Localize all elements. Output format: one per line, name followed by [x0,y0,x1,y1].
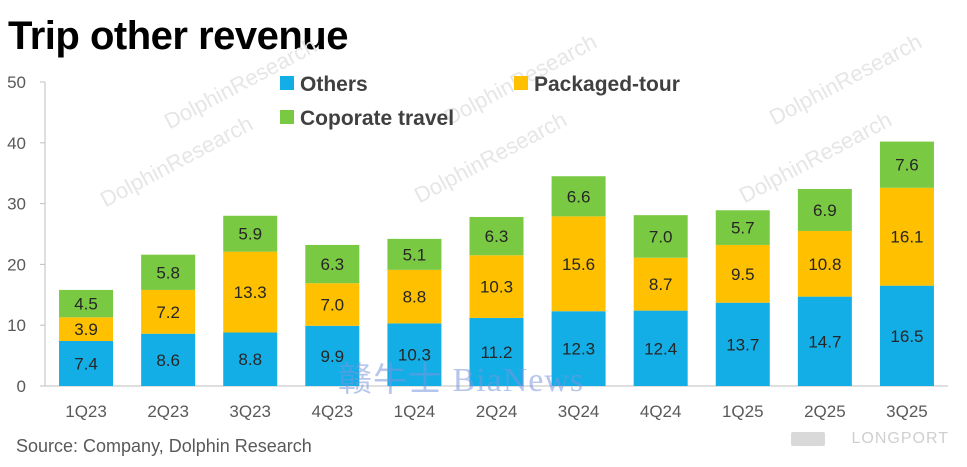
x-tick-label: 4Q23 [312,402,354,421]
data-label: 15.6 [562,255,595,274]
chart-title: Trip other revenue [8,14,348,58]
source-note: Source: Company, Dolphin Research [16,436,312,456]
bar-segment-packaged-tour [59,317,114,342]
legend-swatch [514,76,528,90]
legend-label: Packaged-tour [534,73,680,96]
data-label: 5.7 [731,219,755,238]
data-label: 8.6 [156,351,180,370]
data-label: 16.1 [890,228,923,247]
data-label: 8.8 [238,350,262,369]
bar-segment-others [797,296,852,386]
longport-logo-icon [791,432,825,446]
bar-segment-packaged-tour [633,257,688,311]
bar-segment-coporate-travel [387,238,442,270]
brand-watermark: LONGPORT [851,430,949,447]
bar-segment-others [715,302,770,386]
data-label: 8.8 [403,288,427,307]
data-label: 3.9 [74,320,98,339]
data-label: 13.3 [234,283,267,302]
x-tick-label: 2Q23 [147,402,189,421]
data-label: 4.5 [74,295,98,314]
x-tick-label: 1Q24 [394,402,436,421]
bar-segment-coporate-travel [551,176,606,217]
data-label: 6.9 [813,201,837,220]
bar-segment-others [59,341,114,386]
x-tick-label: 2Q24 [476,402,518,421]
data-label: 13.7 [726,335,759,354]
bar-segment-packaged-tour [305,283,360,326]
bar-segment-packaged-tour [387,269,442,324]
y-tick-label: 40 [7,134,26,153]
data-label: 7.2 [156,303,180,322]
y-tick-label: 20 [7,255,26,274]
data-label: 5.9 [238,225,262,244]
bar-segment-others [879,285,934,386]
bar-segment-coporate-travel [305,244,360,284]
data-label: 7.6 [895,156,919,175]
data-label: 10.8 [808,255,841,274]
legend-swatch [280,110,294,124]
bar-segment-coporate-travel [59,289,114,318]
data-label: 7.4 [74,355,98,374]
data-label: 12.4 [644,339,677,358]
data-label: 9.9 [320,347,344,366]
bar-segment-others [305,325,360,386]
data-label: 5.8 [156,263,180,282]
x-tick-label: 3Q24 [558,402,600,421]
bar-segment-packaged-tour [469,255,524,318]
data-label: 11.2 [481,343,513,362]
data-label: 16.5 [890,327,923,346]
bar-segment-packaged-tour [141,289,196,334]
bar-segment-coporate-travel [633,215,688,258]
bar-segment-packaged-tour [715,244,770,303]
bar-segment-packaged-tour [551,216,606,312]
data-label: 5.1 [403,245,427,264]
x-tick-label: 1Q23 [65,402,107,421]
data-label: 6.3 [320,255,344,274]
bar-segment-coporate-travel [141,254,196,290]
data-label: 6.6 [567,187,591,206]
data-label: 10.3 [480,278,513,297]
bar-segment-others [633,310,688,386]
bar-segment-others [141,333,196,386]
bar-segment-others [223,332,278,386]
bar-segment-packaged-tour [879,187,934,286]
data-label: 7.0 [649,227,673,246]
bar-segment-coporate-travel [469,216,524,256]
bar-segment-coporate-travel [223,215,278,252]
y-tick-label: 30 [7,195,26,214]
data-label: 14.7 [808,332,841,351]
x-tick-label: 3Q25 [886,402,928,421]
data-label: 9.5 [731,265,755,284]
bar-segment-coporate-travel [797,189,852,231]
legend-label: Coporate travel [300,107,454,130]
bar-segment-coporate-travel [715,210,770,245]
data-label: 8.7 [649,275,673,294]
data-label: 6.3 [485,227,509,246]
news-watermark: 赣牛士 BiaNews [338,362,585,399]
x-tick-label: 2Q25 [804,402,846,421]
y-tick-label: 50 [7,73,26,92]
y-tick-label: 10 [7,316,26,335]
data-label: 10.3 [398,346,431,365]
bar-segment-others [387,323,442,386]
bar-segment-coporate-travel [879,141,934,188]
legend-swatch [280,76,294,90]
bar-segment-others [469,317,524,386]
x-tick-label: 3Q23 [229,402,271,421]
x-tick-label: 4Q24 [640,402,682,421]
y-tick-label: 0 [17,377,26,396]
legend-label: Others [300,73,368,96]
bar-segment-packaged-tour [797,230,852,297]
data-label: 7.0 [320,296,344,315]
bar-segment-others [551,311,606,386]
x-tick-label: 1Q25 [722,402,764,421]
data-label: 12.3 [562,340,595,359]
bar-segment-packaged-tour [223,251,278,333]
